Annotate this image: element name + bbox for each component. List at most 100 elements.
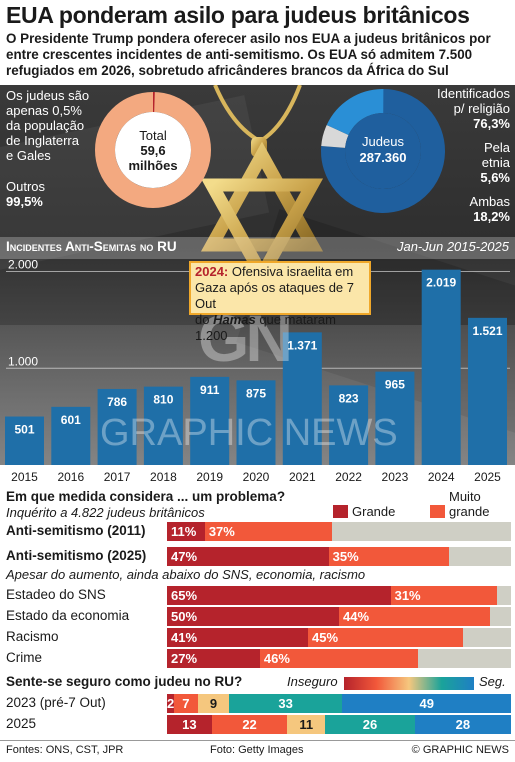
x-tick-label: 2024 (428, 470, 455, 484)
bar (143, 386, 183, 465)
x-tick-label: 2025 (474, 470, 501, 484)
bar-value-label: 1.521 (472, 324, 502, 338)
safety-segment: 2 (167, 694, 174, 713)
x-tick-label: 2016 (57, 470, 84, 484)
bar (329, 385, 369, 465)
safety-segment: 26 (325, 715, 415, 734)
donut-left-others-label: Outros (6, 179, 46, 194)
donut-left-note-3: da população (6, 118, 85, 133)
bar (5, 416, 44, 465)
segment-grande: 27% (167, 649, 260, 668)
donut-right-center-label: Judeus (362, 134, 404, 149)
segment-muito-grande: 44% (339, 607, 491, 626)
slice-ethnicity-value: 5,6% (480, 170, 510, 185)
donut-left-center-label: Total (139, 128, 167, 143)
concern-row-label: Anti-semitismo (2011) (6, 523, 146, 538)
safety-scale-left: Inseguro (287, 674, 338, 689)
bar (190, 376, 230, 465)
safety-segment: 9 (197, 694, 229, 713)
concern-row-label: Crime (6, 650, 42, 665)
safety-scale-right: Seg. (479, 674, 506, 689)
segment-grande: 65% (167, 586, 391, 605)
bar-value-label: 911 (200, 383, 220, 397)
legend-muito-label-1: Muito (449, 489, 481, 504)
safety-title: Sente-se seguro como judeu no RU? (6, 674, 243, 689)
population-donut (95, 92, 211, 208)
segment-grande: 50% (167, 607, 339, 626)
concern-row-label: Estado da economia (6, 608, 130, 623)
bar (468, 317, 507, 465)
bar-value-label: 810 (153, 393, 173, 407)
bar-value-label: 501 (14, 423, 34, 437)
bar-chart-title: Incidentes Anti-Semitas no RU (6, 239, 177, 254)
segment-muito-grande: 35% (328, 547, 450, 566)
concern-note: Apesar do aumento, ainda abaixo do SNS, … (6, 567, 366, 582)
x-tick-label: 2017 (104, 470, 131, 484)
legend-muito-label-2: grande (449, 504, 490, 519)
donut-left-note-5: e Gales (6, 148, 51, 163)
annotation-line3a: do (195, 312, 214, 327)
axis-band (0, 465, 515, 485)
bar-value-label: 823 (339, 391, 359, 405)
safety-segment: 28 (414, 715, 511, 734)
x-tick-label: 2019 (196, 470, 223, 484)
page-title: EUA ponderam asilo para judeus britânico… (6, 2, 470, 28)
bar-value-label: 1.371 (287, 338, 317, 352)
annotation-hamas: Hamas (213, 312, 256, 327)
segment-grande: 47% (167, 547, 329, 566)
segment-grande: 41% (167, 628, 309, 647)
segment-muito-grande: 45% (308, 628, 463, 647)
concern-subtitle: Inquérito a 4.822 judeus britânicos (6, 505, 205, 520)
religion-donut (321, 89, 445, 213)
y-tick-label: 2.000 (8, 258, 38, 272)
x-tick-label: 2018 (150, 470, 177, 484)
donut-slice (321, 124, 349, 149)
safety-row-label: 2023 (pré-7 Out) (6, 695, 106, 710)
donut-right-hole (345, 113, 421, 189)
segment-grande: 11% (167, 522, 205, 541)
bar (236, 380, 276, 465)
safety-segment: 49 (342, 694, 511, 713)
bar-value-label: 601 (61, 413, 81, 427)
safety-segment: 22 (211, 715, 288, 734)
footer-sources: Fontes: ONS, CST, JPR (6, 744, 124, 756)
annotation-line2: Gaza após os ataques de 7 Out (195, 280, 355, 311)
legend-grande-label: Grande (352, 504, 396, 519)
donut-slice (321, 89, 445, 213)
slice-religion-value: 76,3% (473, 116, 510, 131)
watermark-text: GRAPHIC NEWS (100, 412, 398, 454)
segment-muito-grande: 31% (390, 586, 498, 605)
star-of-david-icon (200, 85, 324, 289)
footer-credit: © GRAPHIC NEWS (411, 744, 509, 756)
bar-value-label: 875 (246, 386, 266, 400)
donut-slice (326, 89, 384, 136)
donut-right-center-value: 287.360 (359, 150, 407, 165)
concern-row-label: Racismo (6, 629, 59, 644)
annotation-box: 2024: Ofensiva israelita em Gaza após os… (189, 261, 371, 343)
safety-segment: 7 (173, 694, 198, 713)
bar (51, 406, 91, 465)
safety-segment: 13 (167, 715, 212, 734)
bar (282, 332, 322, 465)
x-tick-label: 2015 (11, 470, 38, 484)
bar (421, 269, 461, 465)
page-subtitle: O Presidente Trump pondera oferecer asil… (6, 31, 491, 78)
slice-both-value: 18,2% (473, 209, 510, 224)
concern-row-label: Estadeo do SNS (6, 587, 106, 602)
bar-value-label: 2.019 (426, 276, 456, 290)
donut-left-note-4: de Inglaterra (6, 133, 79, 148)
legend-grande-swatch (333, 505, 348, 518)
bar (97, 388, 137, 465)
bar-chart-period: Jan-Jun 2015-2025 (396, 239, 509, 254)
y-tick-label: 1.000 (8, 354, 38, 368)
slice-both-label: Ambas (469, 194, 510, 209)
safety-segment: 11 (287, 715, 326, 734)
safety-segment: 33 (228, 694, 343, 713)
concern-title: Em que medida considera ... um problema? (6, 489, 286, 504)
bar-value-label: 965 (385, 378, 405, 392)
segment-muito-grande: 46% (259, 649, 419, 668)
slice-ethnicity-label2: etnia (481, 155, 510, 170)
safety-scale-bar (344, 677, 474, 690)
slice-religion-label1: Identificados (437, 86, 510, 101)
